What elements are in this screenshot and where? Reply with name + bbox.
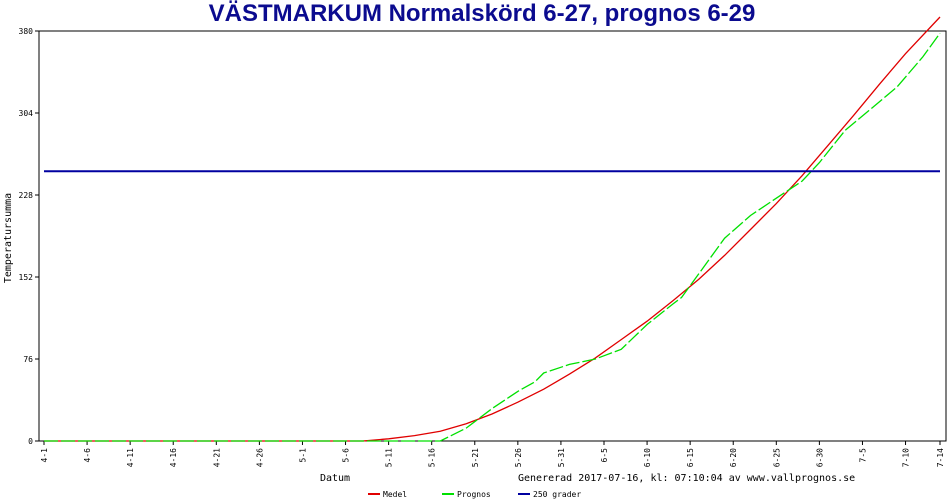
x-tick-label: 7-5 <box>858 448 867 463</box>
x-tick-label: 5-31 <box>557 448 566 467</box>
x-tick-label: 6-25 <box>772 448 781 467</box>
x-tick-label: 6-5 <box>600 448 609 463</box>
x-tick-label: 5-21 <box>471 448 480 467</box>
series-line-0 <box>44 16 941 442</box>
legend-label: 250 grader <box>533 490 581 499</box>
x-tick-label: 4-16 <box>169 448 178 467</box>
x-tick-label: 6-20 <box>729 448 738 467</box>
x-tick-label: 5-16 <box>428 448 437 467</box>
x-tick-label: 7-14 <box>936 448 945 467</box>
legend: Medel Prognos 250 grader <box>368 490 581 499</box>
y-tick-label: 76 <box>23 355 33 364</box>
legend-label: Medel <box>383 490 407 499</box>
generated-text: Genererad 2017-07-16, kl: 07:10:04 av ww… <box>518 473 855 484</box>
x-tick-label: 4-21 <box>212 448 221 467</box>
y-tick-label: 0 <box>28 437 33 446</box>
y-tick-label: 304 <box>19 109 34 118</box>
x-tick-label: 6-10 <box>643 448 652 467</box>
y-axis-label: Temperatursumma <box>3 193 14 283</box>
plot-area <box>38 30 947 442</box>
series-line-1 <box>44 32 941 442</box>
x-tick-label: 4-26 <box>255 448 264 467</box>
y-tick-label: 380 <box>19 27 34 36</box>
x-tick-label: 4-6 <box>83 448 92 463</box>
x-axis: 4-1 4-6 4-11 4-16 4-21 4-26 5-1 5-6 5-11 5-16 5-21… <box>40 441 945 467</box>
x-tick-label: 5-1 <box>298 448 307 463</box>
y-tick-label: 152 <box>19 273 34 282</box>
y-tick-label: 228 <box>19 191 34 200</box>
x-tick-label: 5-26 <box>514 448 523 467</box>
x-tick-label: 6-15 <box>686 448 695 467</box>
x-tick-label: 5-6 <box>342 448 351 463</box>
series-layer <box>44 16 941 442</box>
chart-title: VÄSTMARKUM Normalskörd 6-27, prognos 6-2… <box>209 0 756 27</box>
y-axis: 0 76 152 228 304 380 <box>19 27 39 446</box>
x-tick-label: 6-30 <box>815 448 824 467</box>
legend-label: Prognos <box>457 490 491 499</box>
x-tick-label: 4-1 <box>40 448 49 463</box>
x-tick-label: 4-11 <box>126 448 135 467</box>
x-axis-label: Datum <box>320 473 350 484</box>
x-tick-label: 5-11 <box>385 448 394 467</box>
x-tick-label: 7-10 <box>902 448 911 467</box>
